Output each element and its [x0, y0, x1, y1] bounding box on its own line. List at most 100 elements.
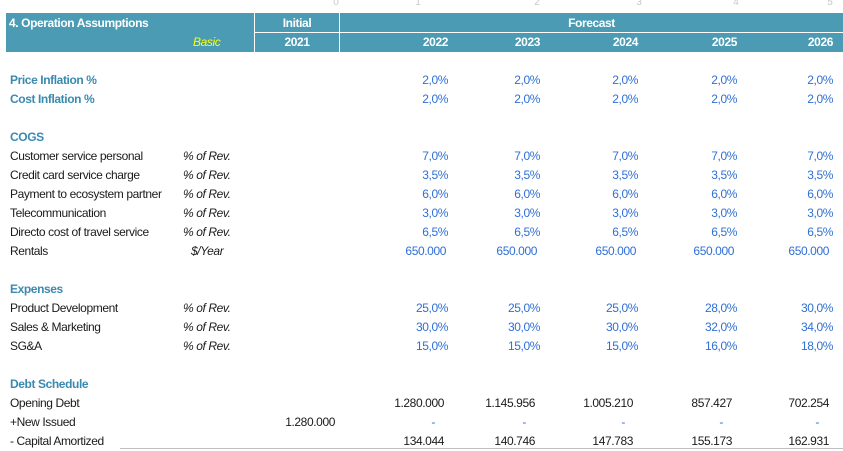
row-unit: % of Rev.: [183, 301, 231, 315]
cell-value[interactable]: 702.254: [788, 396, 829, 410]
cell-value[interactable]: 2,0%: [807, 73, 833, 87]
cell-value[interactable]: 15,0%: [605, 339, 638, 353]
cell-value[interactable]: 7,0%: [514, 149, 540, 163]
cell-value[interactable]: 140.746: [494, 434, 535, 448]
cell-value[interactable]: 155.173: [691, 434, 732, 448]
cell-value[interactable]: 2,0%: [514, 92, 540, 106]
cell-value[interactable]: 2,0%: [422, 73, 448, 87]
cell-value[interactable]: 650.000: [788, 244, 829, 258]
header-divider: [254, 32, 843, 33]
cell-value[interactable]: 857.427: [691, 396, 732, 410]
initial-label: Initial: [282, 16, 312, 30]
column-index: 4: [733, 0, 739, 8]
cell-value[interactable]: 28,0%: [704, 301, 737, 315]
cell-value[interactable]: 3,0%: [711, 206, 737, 220]
section-title: 4. Operation Assumptions: [9, 16, 149, 30]
year-header: 2024: [612, 35, 639, 49]
row-label: Sales & Marketing: [10, 320, 101, 334]
row-label: Directo cost of travel service: [10, 225, 149, 239]
year-header: 2026: [807, 35, 834, 49]
cell-value[interactable]: 2,0%: [612, 92, 638, 106]
row-label: Customer service personal: [10, 149, 143, 163]
row-unit: % of Rev.: [183, 339, 231, 353]
cell-value[interactable]: 3,5%: [422, 168, 448, 182]
row-label: Cost Inflation %: [10, 92, 95, 106]
cell-value[interactable]: 32,0%: [704, 320, 737, 334]
cell-value[interactable]: 25,0%: [507, 301, 540, 315]
cell-value[interactable]: 30,0%: [605, 320, 638, 334]
cell-value[interactable]: 6,5%: [612, 225, 638, 239]
cell-value[interactable]: 147.783: [592, 434, 633, 448]
cell-initial[interactable]: 1.280.000: [285, 415, 335, 429]
cell-value[interactable]: -: [431, 415, 435, 429]
cell-value[interactable]: 6,0%: [711, 187, 737, 201]
cell-value[interactable]: 25,0%: [605, 301, 638, 315]
cell-value[interactable]: -: [522, 415, 526, 429]
cell-value[interactable]: 3,0%: [807, 206, 833, 220]
cell-value[interactable]: 650.000: [405, 244, 446, 258]
cell-value[interactable]: 25,0%: [415, 301, 448, 315]
row-label: Product Development: [10, 301, 118, 315]
cell-value[interactable]: 3,5%: [514, 168, 540, 182]
cell-value[interactable]: 15,0%: [507, 339, 540, 353]
column-index: 0: [333, 0, 339, 8]
cell-value[interactable]: 6,0%: [807, 187, 833, 201]
cell-value[interactable]: 16,0%: [704, 339, 737, 353]
scenario-label[interactable]: Basic: [193, 35, 221, 49]
cell-value[interactable]: 30,0%: [415, 320, 448, 334]
cell-value[interactable]: 650.000: [595, 244, 636, 258]
row-label: Opening Debt: [10, 396, 80, 410]
row-border: [120, 448, 843, 449]
cell-value[interactable]: 18,0%: [800, 339, 833, 353]
cell-value[interactable]: 34,0%: [800, 320, 833, 334]
cell-value[interactable]: 6,0%: [422, 187, 448, 201]
row-label: Payment to ecosystem partner: [10, 187, 162, 201]
row-unit: $/Year: [191, 244, 224, 258]
cell-value[interactable]: 7,0%: [807, 149, 833, 163]
cell-value[interactable]: 6,5%: [422, 225, 448, 239]
cell-value[interactable]: -: [719, 415, 723, 429]
cell-value[interactable]: 162.931: [788, 434, 829, 448]
cell-value[interactable]: 6,5%: [711, 225, 737, 239]
initial-year: 2021: [284, 35, 310, 49]
cell-value[interactable]: 134.044: [403, 434, 444, 448]
year-header: 2025: [711, 35, 738, 49]
section-heading: Debt Schedule: [10, 377, 89, 391]
cell-value[interactable]: 1.280.000: [394, 396, 444, 410]
row-label: SG&A: [10, 339, 42, 353]
column-index: 3: [636, 0, 642, 8]
cell-value[interactable]: 30,0%: [507, 320, 540, 334]
cell-value[interactable]: 2,0%: [711, 92, 737, 106]
cell-value[interactable]: 3,5%: [807, 168, 833, 182]
cell-value[interactable]: 3,5%: [612, 168, 638, 182]
cell-value[interactable]: 7,0%: [422, 149, 448, 163]
cell-value[interactable]: 2,0%: [422, 92, 448, 106]
cell-value[interactable]: -: [815, 415, 819, 429]
cell-value[interactable]: 2,0%: [711, 73, 737, 87]
row-unit: % of Rev.: [183, 149, 231, 163]
cell-value[interactable]: 650.000: [496, 244, 537, 258]
cell-value[interactable]: -: [621, 415, 625, 429]
cell-value[interactable]: 1.005.210: [583, 396, 633, 410]
cell-value[interactable]: 3,0%: [514, 206, 540, 220]
cell-value[interactable]: 3,5%: [711, 168, 737, 182]
column-index: 2: [534, 0, 540, 8]
cell-value[interactable]: 2,0%: [514, 73, 540, 87]
cell-value[interactable]: 650.000: [693, 244, 734, 258]
cell-value[interactable]: 6,5%: [807, 225, 833, 239]
cell-value[interactable]: 6,5%: [514, 225, 540, 239]
row-label: Price Inflation %: [10, 73, 97, 87]
cell-value[interactable]: 3,0%: [612, 206, 638, 220]
row-label: Rentals: [10, 244, 48, 258]
cell-value[interactable]: 1.145.956: [485, 396, 535, 410]
cell-value[interactable]: 7,0%: [612, 149, 638, 163]
cell-value[interactable]: 30,0%: [800, 301, 833, 315]
cell-value[interactable]: 6,0%: [612, 187, 638, 201]
cell-value[interactable]: 2,0%: [807, 92, 833, 106]
cell-value[interactable]: 2,0%: [612, 73, 638, 87]
cell-value[interactable]: 6,0%: [514, 187, 540, 201]
cell-value[interactable]: 7,0%: [711, 149, 737, 163]
cell-value[interactable]: 3,0%: [422, 206, 448, 220]
cell-value[interactable]: 15,0%: [415, 339, 448, 353]
